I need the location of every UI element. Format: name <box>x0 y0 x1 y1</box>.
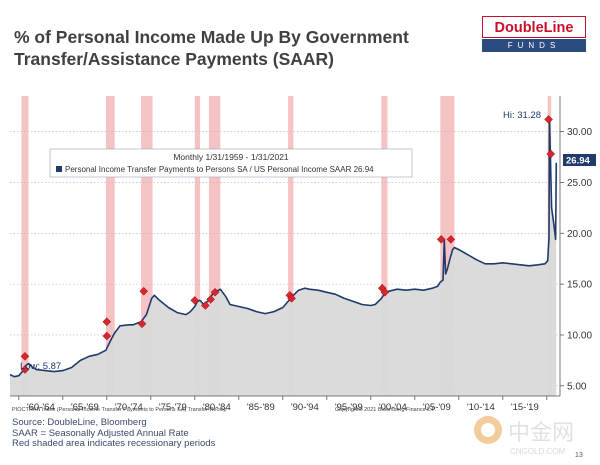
series-fill <box>10 118 557 396</box>
legend-header: Monthly 1/31/1959 - 1/31/2021 <box>173 152 289 162</box>
x-tick-label: '85-'89 <box>247 402 275 413</box>
recession-marker <box>20 365 30 374</box>
recession-band <box>141 96 153 396</box>
recession-marker <box>102 317 112 327</box>
page-title: % of Personal Income Made Up By Governme… <box>14 26 454 70</box>
recession-markers <box>20 115 556 374</box>
recession-marker <box>190 296 200 305</box>
x-tick-label: '60-'64 <box>27 402 55 413</box>
source-footer-left: PIOCTRAN Index (Personal Income Transfer… <box>12 407 227 413</box>
recession-marker <box>137 319 147 329</box>
recession-marker <box>210 287 220 297</box>
logo-funds-bar: FUNDS <box>482 39 586 52</box>
legend-box <box>49 148 413 178</box>
title-line-2: Transfer/Assistance Payments (SAAR) <box>14 49 334 69</box>
recession-band <box>288 96 294 396</box>
y-tick-label: 5.00 <box>567 381 587 392</box>
recession-marker <box>380 287 390 297</box>
page-number: 13 <box>575 452 583 459</box>
saar-note: SAAR = Seasonally Adjusted Annual Rate <box>12 427 189 439</box>
x-tick-label: '70-'74 <box>115 402 143 413</box>
legend-series-label: Personal Income Transfer Payments to Per… <box>65 165 374 174</box>
source-note: Source: DoubleLine, Bloomberg <box>12 417 147 428</box>
annotations: Hi: 31.28 Low: 5.87 26.94 PIOCTRAN Index… <box>12 110 596 413</box>
recession-marker <box>139 286 149 296</box>
y-tick-label: 10.00 <box>567 330 592 341</box>
last-value-label: 26.94 <box>566 156 590 167</box>
cngold-watermark: 中金网 CNGOLD.COM <box>474 416 574 456</box>
y-tick-label: 20.00 <box>567 229 592 240</box>
last-value-box <box>563 154 596 166</box>
recession-marker <box>287 294 296 303</box>
x-tick-label: '10-'14 <box>467 402 495 413</box>
y-tick-label: 30.00 <box>567 127 592 138</box>
recession-band <box>21 96 29 396</box>
watermark-text: 中金网 <box>508 421 574 446</box>
chart-notes: Source: DoubleLine, Bloomberg SAAR = Sea… <box>12 417 216 450</box>
recession-marker <box>206 295 215 304</box>
series-area <box>9 117 558 396</box>
x-tick-label: '75-'79 <box>159 402 187 413</box>
x-tick-label: '15-'19 <box>511 402 539 413</box>
x-tick-label: '95-'99 <box>335 402 363 413</box>
doubleline-logo: DoubleLine FUNDS <box>482 16 586 52</box>
watermark-logo-inner <box>481 423 495 437</box>
low-label: Low: 5.87 <box>20 361 61 372</box>
axes: 5.00 10.00 15.00 20.00 25.00 30.00 '60-'64 '65-… <box>10 96 592 413</box>
recession-band <box>194 96 201 396</box>
recession-note: Red shaded area indicates recessionary p… <box>12 438 216 449</box>
title-line-1: % of Personal Income Made Up By Governme… <box>14 27 409 47</box>
recession-marker <box>544 115 553 124</box>
recession-marker <box>102 331 112 341</box>
recession-marker <box>546 149 556 159</box>
legend-swatch <box>56 166 62 172</box>
legend: Monthly 1/31/1959 - 1/31/2021 Personal I… <box>49 148 413 178</box>
recession-marker <box>201 301 210 310</box>
watermark-url: CNGOLD.COM <box>510 447 565 456</box>
recession-marker <box>20 351 30 361</box>
recession-marker <box>446 235 456 244</box>
recession-band <box>105 96 115 396</box>
x-tick-label: '00-'04 <box>379 402 407 413</box>
x-tick-label: '65-'69 <box>71 402 99 413</box>
high-label: Hi: 31.28 <box>503 110 541 121</box>
source-footer-right: Copyright® 2021 Bloomberg Finance L.P. <box>335 406 437 413</box>
y-tick-label: 25.00 <box>567 178 592 189</box>
x-tick-label: '05-'09 <box>423 402 451 413</box>
recession-band <box>208 96 221 396</box>
logo-wordmark: DoubleLine <box>482 16 586 38</box>
series-line <box>9 117 558 378</box>
x-tick-label: '80-'84 <box>203 402 231 413</box>
recession-band <box>381 96 388 396</box>
y-tick-label: 15.00 <box>567 280 592 291</box>
recession-marker <box>436 235 446 244</box>
x-tick-label: '90-'94 <box>291 402 319 413</box>
